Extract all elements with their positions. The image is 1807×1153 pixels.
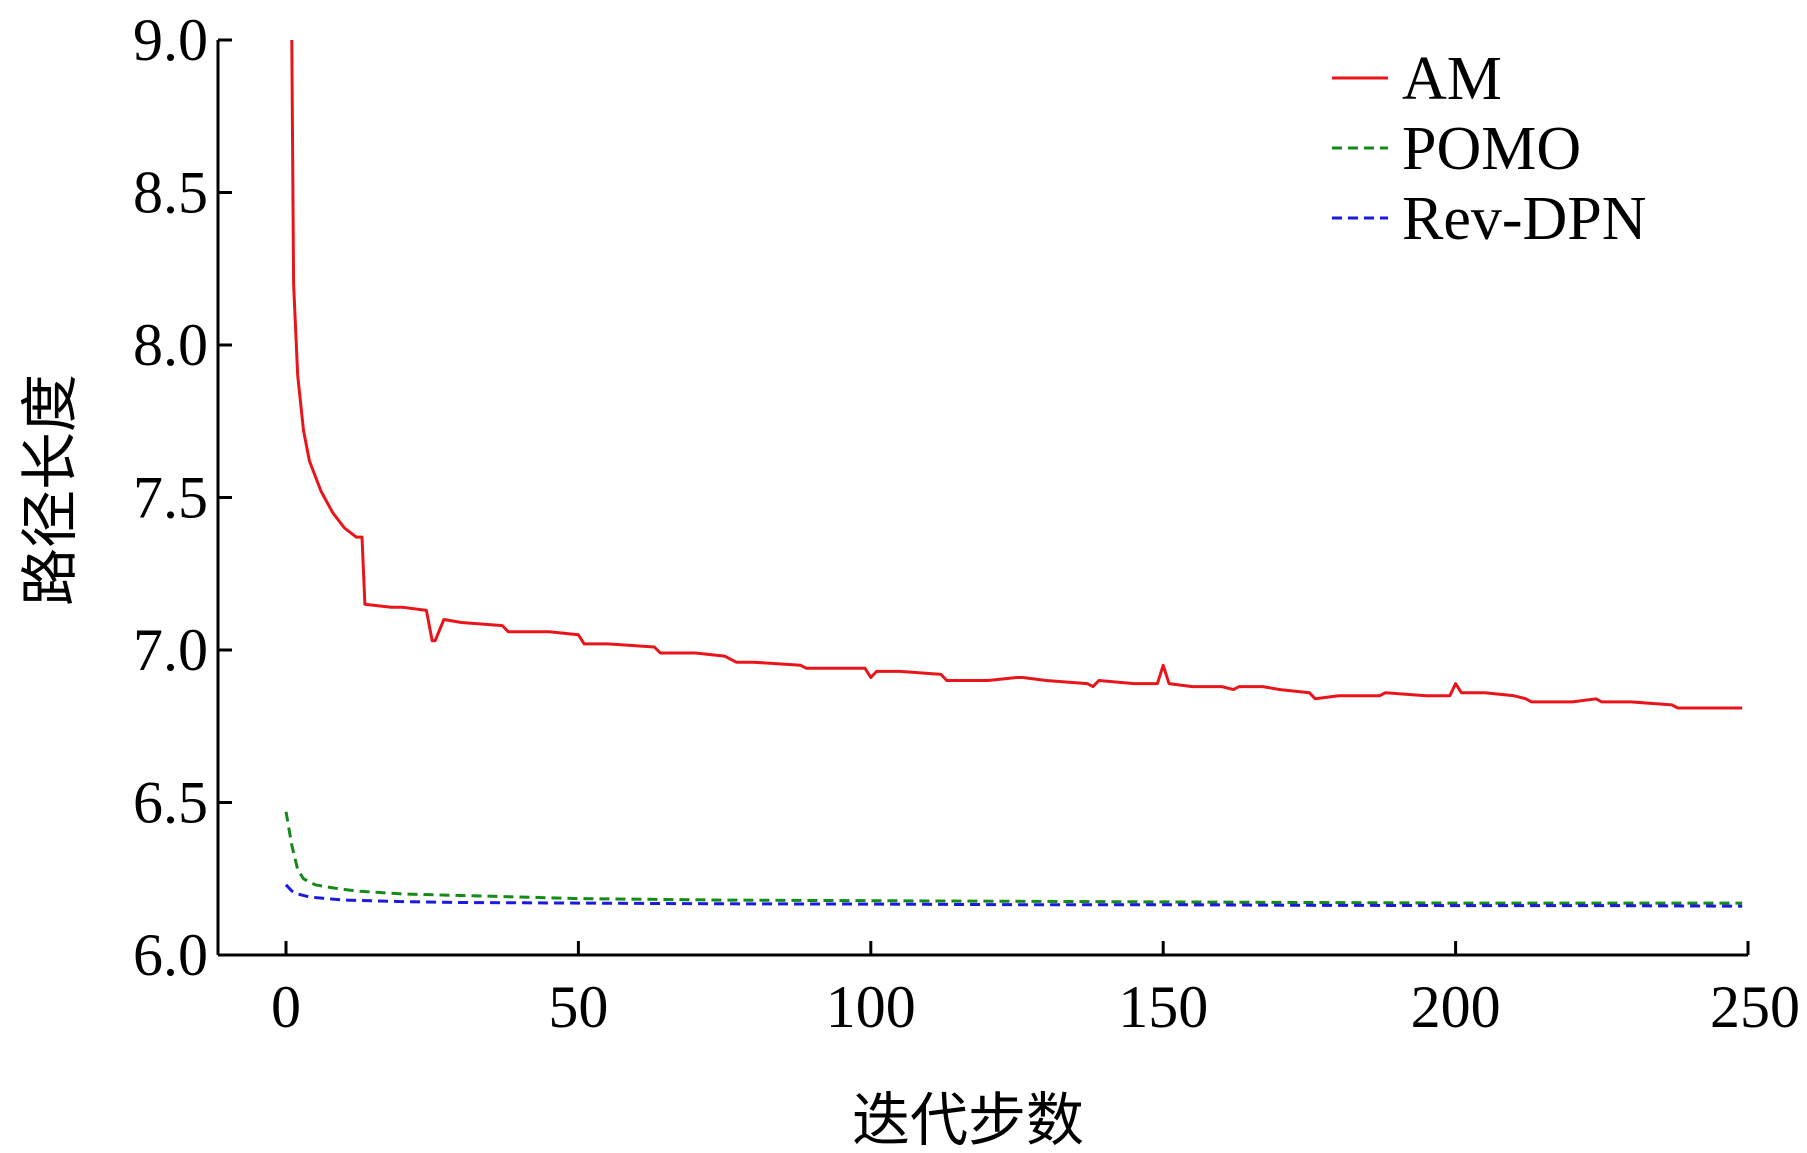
legend-label-rev-dpn: Rev-DPN [1402,185,1647,253]
y-axis-title: 路径长度 [16,374,84,606]
x-axis-title: 迭代步数 [852,1086,1084,1153]
axes: 6.0 6.5 7.0 7.5 8.0 8.5 9.0 0 50 100 150 200 250 [133,7,1800,1040]
y-tick-label: 6.5 [133,770,208,836]
x-tick-label: 50 [548,974,608,1040]
y-tick-label: 7.0 [133,617,208,683]
x-tick-label: 0 [271,974,301,1040]
series-line-am [290,39,1743,710]
y-tick-label: 8.0 [133,312,208,378]
y-tick-label: 6.0 [133,922,208,988]
legend-label-am: AM [1402,45,1502,113]
x-tick-label: 250 [1710,974,1800,1040]
series-line-rev-dpn [284,883,1743,908]
x-tick-label: 150 [1118,974,1208,1040]
y-tick-label: 9.0 [133,7,208,73]
x-tick-label: 200 [1411,974,1501,1040]
y-tick-label: 7.5 [133,465,208,531]
series-line-pomo [284,811,1743,905]
series-lines [284,39,1743,908]
y-tick-label: 8.5 [133,160,208,226]
x-tick-label: 100 [826,974,916,1040]
legend-label-pomo: POMO [1402,115,1581,183]
